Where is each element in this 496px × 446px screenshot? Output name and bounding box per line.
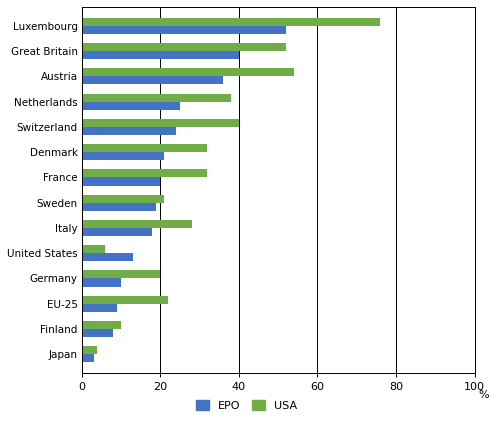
Bar: [82, 26, 286, 34]
Bar: [82, 304, 117, 312]
Bar: [82, 94, 231, 102]
Bar: [82, 152, 164, 160]
Bar: [82, 278, 121, 287]
Bar: [82, 144, 207, 152]
Bar: [82, 329, 113, 337]
Bar: [82, 194, 164, 202]
Bar: [82, 220, 192, 228]
Bar: [82, 119, 239, 127]
Bar: [82, 354, 94, 362]
Bar: [82, 228, 152, 236]
Bar: [82, 321, 121, 329]
Bar: [82, 18, 380, 26]
Bar: [82, 253, 133, 261]
Bar: [82, 102, 180, 110]
Bar: [82, 127, 176, 135]
Bar: [82, 346, 97, 354]
Bar: [82, 296, 168, 304]
Bar: [82, 76, 223, 84]
Legend: EPO, USA: EPO, USA: [191, 396, 302, 415]
Text: %: %: [479, 390, 489, 400]
Bar: [82, 178, 160, 186]
Bar: [82, 169, 207, 178]
Bar: [82, 202, 156, 211]
Bar: [82, 51, 239, 59]
Bar: [82, 245, 105, 253]
Bar: [82, 43, 286, 51]
Bar: [82, 270, 160, 278]
Bar: [82, 68, 294, 76]
